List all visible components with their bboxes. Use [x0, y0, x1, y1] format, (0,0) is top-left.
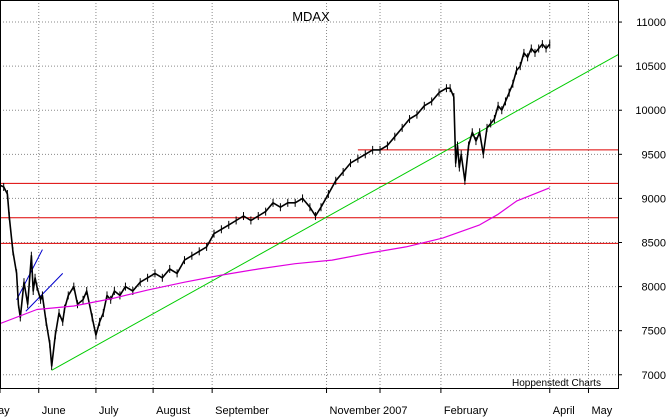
- x-tick-label: May: [591, 405, 612, 417]
- x-tick-label: September: [215, 405, 269, 417]
- x-tick-label: 2007: [383, 405, 407, 417]
- x-axis: ay June July August September November 2007 Feb…: [0, 388, 613, 417]
- plot-frame: [0, 0, 619, 389]
- source-note: Hoppenstedt Charts: [512, 378, 601, 389]
- trendline: [51, 54, 619, 371]
- y-tick-label: 10500: [635, 61, 666, 73]
- x-tick-label: ay: [0, 405, 10, 417]
- chart-title: MDAX: [292, 9, 330, 24]
- moving-average-line: [0, 187, 550, 325]
- y-tick-label: 8500: [642, 238, 666, 250]
- x-tick-label: February: [444, 405, 489, 417]
- y-tick-label: 9500: [642, 149, 666, 161]
- y-tick-label: 11000: [636, 17, 666, 29]
- x-tick-label: August: [156, 405, 190, 417]
- chart-grid: [0, 0, 618, 388]
- y-tick-label: 9000: [642, 193, 666, 205]
- x-tick-label: April: [553, 405, 575, 417]
- y-tick-label: 8000: [642, 282, 666, 294]
- y-tick-label: 10000: [635, 105, 666, 117]
- y-tick-label: 7000: [642, 370, 666, 382]
- x-tick-label: June: [42, 405, 66, 417]
- y-axis: 7000 7500 8000 8500 9000 9500 10000 10500 11000: [618, 17, 666, 382]
- y-tick-label: 7500: [642, 326, 666, 338]
- support-resistance-lines: [0, 149, 618, 244]
- chart-series: [0, 40, 551, 370]
- x-tick-label: November: [330, 405, 381, 417]
- trendline: [25, 273, 64, 312]
- x-tick-label: July: [99, 405, 119, 417]
